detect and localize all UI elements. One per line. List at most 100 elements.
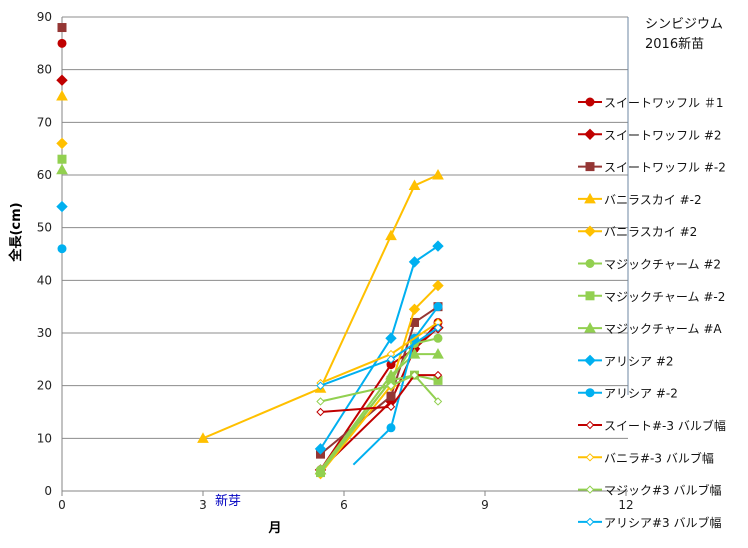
y-tick-label: 40 — [37, 273, 52, 287]
legend-marker — [585, 485, 595, 494]
legend-label: マジックチャーム #A — [604, 322, 722, 336]
data-point — [432, 168, 444, 180]
x-tick-label: 0 — [58, 498, 66, 512]
data-point — [316, 381, 325, 390]
legend-item: マジック#3 バルブ幅 — [578, 483, 722, 498]
data-point — [314, 443, 327, 455]
y-tick-label: 20 — [37, 379, 52, 393]
y-tick-label: 0 — [44, 484, 52, 498]
chart-title-line2: 2016新苗 — [645, 36, 704, 52]
y-tick-label: 50 — [37, 221, 52, 235]
x-axis-ticks: 0 3 6 9 12 — [58, 491, 634, 512]
data-point — [432, 279, 444, 292]
series-10 — [57, 244, 443, 466]
y-axis-label: 全長(cm) — [8, 202, 24, 262]
series-13 — [316, 370, 443, 406]
legend-label: バニラ#-3 バルブ幅 — [604, 450, 714, 465]
series-line — [319, 245, 439, 450]
legend-item: アリシア #-2 — [578, 387, 678, 401]
data-point — [408, 348, 421, 359]
legend-item: スイートワッフル ＃1 — [578, 96, 723, 110]
x-axis-label: 月 — [267, 521, 281, 536]
legend-label: スイート#-3 バルブ幅 — [604, 418, 726, 433]
data-point — [56, 200, 68, 213]
legend-label: スイートワッフル #2 — [604, 128, 722, 142]
legend-marker — [584, 225, 596, 237]
data-point — [314, 463, 327, 475]
legend-label: スイートワッフル ＃1 — [604, 96, 723, 110]
data-point — [433, 370, 443, 380]
series-14 — [316, 323, 443, 390]
legend-label: マジックチャーム #2 — [604, 258, 721, 272]
data-point — [410, 370, 419, 380]
legend-marker — [585, 162, 595, 172]
data-point — [386, 391, 396, 401]
legend-marker — [585, 291, 595, 301]
legend-marker — [584, 322, 596, 333]
legend-item: バニラスカイ #-2 — [578, 192, 702, 207]
data-point — [408, 303, 421, 316]
data-point — [316, 397, 325, 406]
data-point — [385, 332, 397, 344]
x-tick-label: 3 — [199, 498, 207, 512]
series-line — [319, 284, 439, 475]
series-line — [319, 374, 439, 474]
legend-label: バニラスカイ #2 — [604, 225, 697, 239]
legend-marker — [584, 354, 596, 367]
legend-item: スイートワッフル #2 — [578, 128, 722, 142]
legend-marker — [585, 388, 595, 398]
legend-marker — [585, 420, 595, 430]
series-5 — [56, 137, 444, 480]
legend: スイートワッフル ＃1 スイートワッフル #2 スイートワッフル #-2 バニラスカイ… — [578, 96, 726, 530]
legend-label: バニラスカイ #-2 — [604, 193, 702, 207]
legend-item: スイートワッフル #-2 — [578, 161, 726, 175]
x-tick-label: 6 — [340, 498, 348, 512]
y-tick-label: 10 — [37, 431, 52, 445]
data-point — [386, 381, 396, 390]
data-point — [56, 89, 68, 101]
legend-item: アリシア #2 — [578, 354, 674, 368]
legend-label: マジック#3 バルブ幅 — [604, 483, 722, 498]
y-tick-label: 80 — [37, 63, 52, 77]
x-tick-label: 12 — [618, 498, 633, 512]
data-point — [57, 244, 67, 254]
y-tick-label: 60 — [37, 168, 52, 182]
data-point — [408, 256, 421, 268]
y-axis-ticks: 0 10 20 30 40 50 60 70 80 90 — [37, 10, 52, 498]
data-point — [197, 432, 209, 443]
y-tick-label: 70 — [37, 115, 52, 129]
data-point — [433, 302, 443, 312]
series-11 — [316, 370, 443, 417]
legend-item: バニラスカイ #2 — [578, 225, 697, 239]
data-point — [433, 323, 443, 332]
legend-item: マジックチャーム #-2 — [578, 290, 725, 304]
series-line — [319, 353, 438, 471]
data-point — [433, 397, 443, 406]
legend-label: アリシア#3 バルブ幅 — [604, 515, 722, 530]
legend-label: マジックチャーム #-2 — [604, 290, 725, 304]
legend-marker — [585, 97, 595, 107]
data-point — [56, 163, 68, 175]
data-point — [56, 137, 68, 150]
data-point — [386, 355, 396, 364]
chart-title-line1: シンビジウム — [645, 17, 723, 32]
series-4 — [56, 89, 444, 443]
data-point — [386, 423, 396, 433]
data-point — [432, 240, 444, 252]
legend-label: アリシア #2 — [604, 354, 674, 368]
data-point — [386, 402, 396, 411]
series-line — [319, 326, 439, 471]
legend-marker — [585, 517, 595, 527]
legend-item: スイート#-3 バルブ幅 — [578, 418, 726, 433]
gridlines — [61, 16, 629, 492]
legend-label: アリシア #-2 — [604, 387, 678, 401]
series-9 — [56, 200, 444, 455]
annotation-new-shoot: 新芽 — [215, 493, 241, 509]
series-group — [56, 23, 444, 480]
legend-marker — [585, 259, 595, 268]
legend-item: アリシア#3 バルブ幅 — [578, 515, 722, 530]
data-point — [432, 348, 444, 359]
y-tick-label: 30 — [37, 326, 52, 340]
legend-item: マジックチャーム #A — [578, 322, 722, 336]
